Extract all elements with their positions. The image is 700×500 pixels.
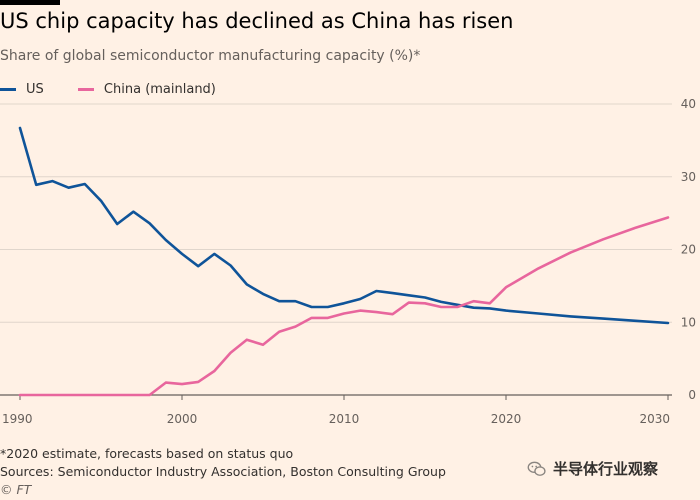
legend-label-china: China (mainland)	[103, 82, 216, 97]
series-layer	[18, 126, 670, 397]
brand-bar	[0, 0, 60, 5]
grid-layer	[0, 103, 672, 400]
watermark: 半导体行业观察	[527, 458, 658, 479]
x-tick-label-2000: 2000	[167, 412, 198, 426]
x-tick-label-2020: 2020	[491, 412, 522, 426]
x-tick-label-2010: 2010	[329, 412, 360, 426]
y-tick-label-10: 10	[681, 315, 696, 329]
x-tick-label-2030: 2030	[639, 412, 670, 426]
sources-note: Sources: Semiconductor Industry Associat…	[0, 464, 446, 479]
legend-item-china: China (mainland)	[77, 82, 216, 97]
chart-title: US chip capacity has declined as China h…	[0, 9, 514, 33]
copyright-credit: © FT	[0, 482, 32, 497]
y-tick-label-30: 30	[681, 170, 696, 184]
y-tick-label-40: 40	[681, 97, 696, 111]
wechat-icon	[527, 461, 546, 476]
x-tick-label-1990: 1990	[2, 412, 33, 426]
legend-swatch-us	[0, 88, 16, 91]
y-tick-label-0: 0	[688, 388, 696, 402]
chart-legend: US China (mainland)	[0, 80, 246, 97]
footnote: *2020 estimate, forecasts based on statu…	[0, 446, 294, 461]
y-tick-label-20: 20	[681, 243, 696, 257]
chart-subtitle: Share of global semiconductor manufactur…	[0, 48, 421, 64]
legend-label-us: US	[26, 82, 44, 97]
series-line-us	[18, 126, 670, 325]
legend-swatch-china	[77, 88, 94, 91]
series-line-china	[18, 216, 670, 397]
watermark-text: 半导体行业观察	[553, 460, 659, 478]
legend-item-us: US	[0, 82, 44, 97]
